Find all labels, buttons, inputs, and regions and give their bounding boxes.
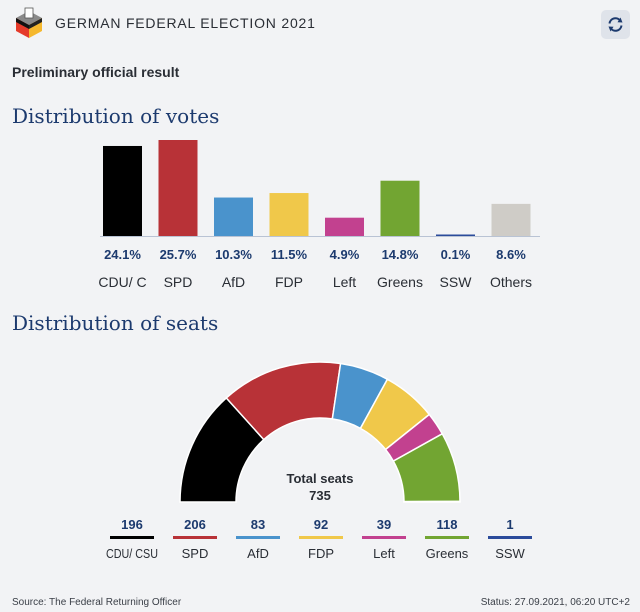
status-timestamp: Status: 27.09.2021, 06:20 UTC+2 <box>480 597 630 608</box>
seat-count-label: 39 <box>377 517 391 532</box>
vote-percent-label: 4.9% <box>330 247 360 262</box>
seats-title: Distribution of seats <box>12 311 219 335</box>
votes-bar-chart: 24.1% CDU/ C 25.7% SPD 10.3% AfD 11.5% FDP 4.9% L… <box>98 140 540 290</box>
vote-party-label: Left <box>333 274 356 290</box>
seat-count-label: 83 <box>251 517 265 532</box>
vote-bar <box>436 234 475 236</box>
seat-party-label: CDU/ CSU <box>106 546 158 561</box>
vote-party-label: SSW <box>440 274 473 290</box>
vote-bar <box>158 140 198 236</box>
seat-legend-swatch <box>299 536 343 539</box>
seat-segment <box>403 500 461 503</box>
vote-bar <box>325 217 364 236</box>
vote-bar <box>380 180 420 236</box>
vote-bar <box>269 193 309 236</box>
seat-party-label: Left <box>373 546 395 561</box>
vote-percent-label: 14.8% <box>382 247 419 262</box>
seats-half-donut-chart: Total seats 735 196 CDU/ CSU 206 SPD 83 AfD 92 FD… <box>106 361 532 561</box>
seat-count-label: 92 <box>314 517 328 532</box>
vote-party-label: Greens <box>377 274 423 290</box>
vote-percent-label: 10.3% <box>215 247 252 262</box>
seat-party-label: SSW <box>495 546 525 561</box>
seat-count-label: 196 <box>121 517 143 532</box>
seat-count-label: 206 <box>184 517 206 532</box>
vote-party-label: CDU/ C <box>98 274 146 290</box>
total-seats-label: Total seats <box>287 471 354 486</box>
seat-count-label: 1 <box>506 517 513 532</box>
header-bar: GERMAN FEDERAL ELECTION 2021 <box>0 0 640 48</box>
vote-bar <box>491 203 531 236</box>
vote-party-label: FDP <box>275 274 303 290</box>
votes-title: Distribution of votes <box>12 104 220 128</box>
vote-percent-label: 25.7% <box>160 247 197 262</box>
result-subtitle: Preliminary official result <box>12 64 180 80</box>
seat-legend-swatch <box>362 536 406 539</box>
seat-legend-swatch <box>110 536 154 539</box>
seat-legend-swatch <box>173 536 217 539</box>
total-seats-value: 735 <box>309 488 331 503</box>
refresh-button[interactable] <box>601 10 630 39</box>
seat-legend-swatch <box>425 536 469 539</box>
vote-percent-label: 0.1% <box>441 247 471 262</box>
vote-bar <box>103 145 142 236</box>
seat-legend-swatch <box>236 536 280 539</box>
seat-count-label: 118 <box>437 517 458 532</box>
seat-party-label: AfD <box>247 546 269 561</box>
vote-bar <box>214 197 253 236</box>
seat-party-label: SPD <box>182 546 209 561</box>
vote-percent-label: 8.6% <box>496 247 526 262</box>
vote-percent-label: 24.1% <box>104 247 141 262</box>
ballot-box-icon <box>16 7 42 38</box>
vote-percent-label: 11.5% <box>271 247 308 262</box>
vote-party-label: AfD <box>222 274 245 290</box>
seat-legend-swatch <box>488 536 532 539</box>
source-note: Source: The Federal Returning Officer <box>12 597 182 608</box>
vote-party-label: Others <box>490 274 532 290</box>
seat-party-label: FDP <box>308 546 334 561</box>
app-title: GERMAN FEDERAL ELECTION 2021 <box>55 15 316 31</box>
vote-party-label: SPD <box>164 274 193 290</box>
refresh-icon <box>608 17 623 32</box>
seat-party-label: Greens <box>426 546 469 561</box>
